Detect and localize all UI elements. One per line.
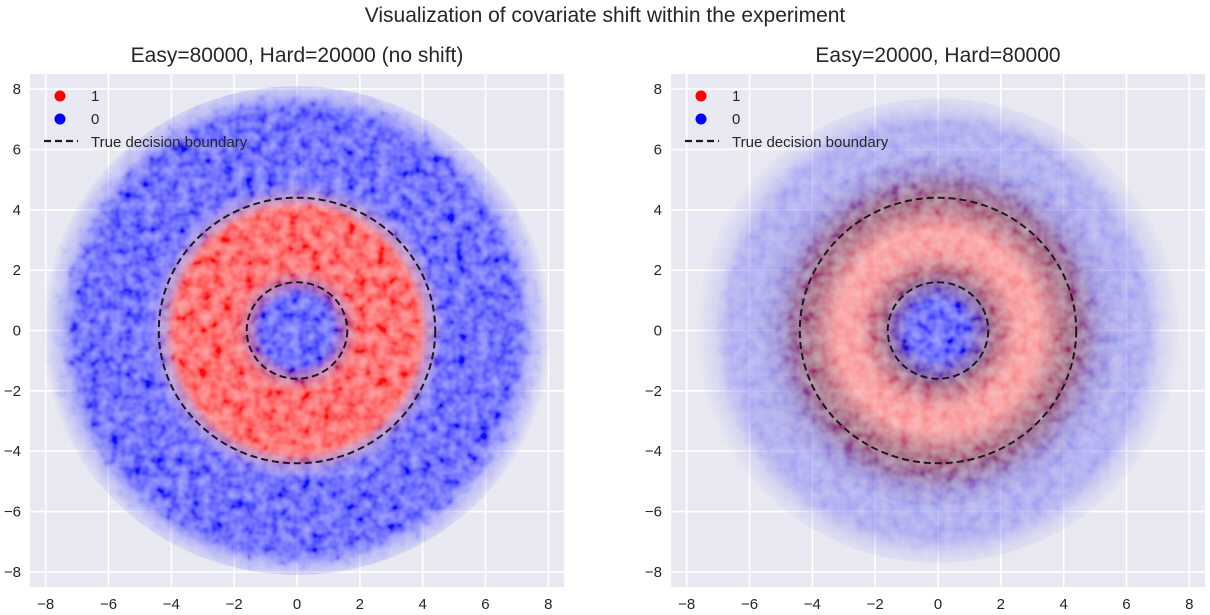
y-tick-label: 4 [654,202,662,219]
x-tick-label: −8 [37,596,54,613]
y-tick-label: 8 [13,81,21,98]
legend: 1 0 True decision boundary [44,88,248,151]
x-tick-label: 4 [1059,596,1067,613]
y-tick-label: 0 [13,323,21,340]
legend-marker-dot [54,90,66,102]
x-tick-label: 2 [997,596,1005,613]
y-tick-label: 6 [13,141,21,158]
x-tick-label: −8 [678,596,695,613]
subplot-title: Easy=20000, Hard=80000 [815,44,1060,67]
y-tick-label: 6 [654,141,662,158]
x-tick-label: 6 [1122,596,1130,613]
legend-marker-dot [54,113,66,125]
legend-label: 1 [91,88,99,105]
point-density-class-0 [42,86,552,575]
x-tick-label: −2 [867,596,884,613]
decision-boundary-circle [245,281,349,380]
figure-suptitle: Visualization of covariate shift within … [364,4,846,27]
y-tick-label: −2 [4,383,21,400]
x-tick-label: 6 [481,596,489,613]
y-tick-label: 2 [13,262,21,279]
y-tick-label: 0 [654,323,662,340]
x-tick-label: −6 [741,596,758,613]
x-tick-label: −4 [804,596,821,613]
x-tick-label: 0 [293,596,301,613]
legend-label: True decision boundary [91,134,248,151]
scatter-points [696,98,1180,563]
y-tick-label: −4 [645,443,662,460]
x-tick-label: −4 [163,596,180,613]
legend: 1 0 True decision boundary [685,88,889,151]
legend-label: True decision boundary [732,134,889,151]
legend-item-0: 0 [695,111,740,128]
y-tick-label: −6 [645,504,662,521]
y-tick-label: −6 [4,504,21,521]
y-tick-label: −2 [645,383,662,400]
legend-item-true-decision-boundary: True decision boundary [685,134,889,151]
scatter-points [42,86,552,575]
x-tick-label: 0 [934,596,942,613]
x-tick-label: −6 [100,596,117,613]
decision-boundary-circle [886,281,990,380]
subplot-title: Easy=80000, Hard=20000 (no shift) [131,44,464,67]
x-tick-label: 8 [1185,596,1193,613]
legend-item-1: 1 [695,88,740,105]
legend-marker-dot [695,113,707,125]
legend-label: 1 [732,88,740,105]
decision-boundary-circle [157,196,437,465]
x-tick-label: 2 [356,596,364,613]
decision-boundary-circle [798,196,1078,465]
point-density-class-0 [696,98,1180,563]
legend-item-0: 0 [54,111,99,128]
subplot-right: Easy=20000, Hard=80000 −8 −6 −4 −2 0 2 4 6 8 −8 −6… [645,44,1205,613]
y-tick-label: −8 [4,564,21,581]
y-tick-label: −8 [645,564,662,581]
legend-item-1: 1 [54,88,99,105]
y-tick-label: 4 [13,202,21,219]
legend-marker-dot [695,90,707,102]
subplot-left: Easy=80000, Hard=20000 (no shift) −8 −6 −4… [4,44,564,613]
x-tick-label: −2 [226,596,243,613]
legend-item-true-decision-boundary: True decision boundary [44,134,248,151]
y-tick-label: −4 [4,443,21,460]
y-tick-label: 8 [654,81,662,98]
legend-label: 0 [91,111,99,128]
legend-label: 0 [732,111,740,128]
x-tick-label: 8 [544,596,552,613]
y-tick-label: 2 [654,262,662,279]
x-tick-label: 4 [418,596,426,613]
